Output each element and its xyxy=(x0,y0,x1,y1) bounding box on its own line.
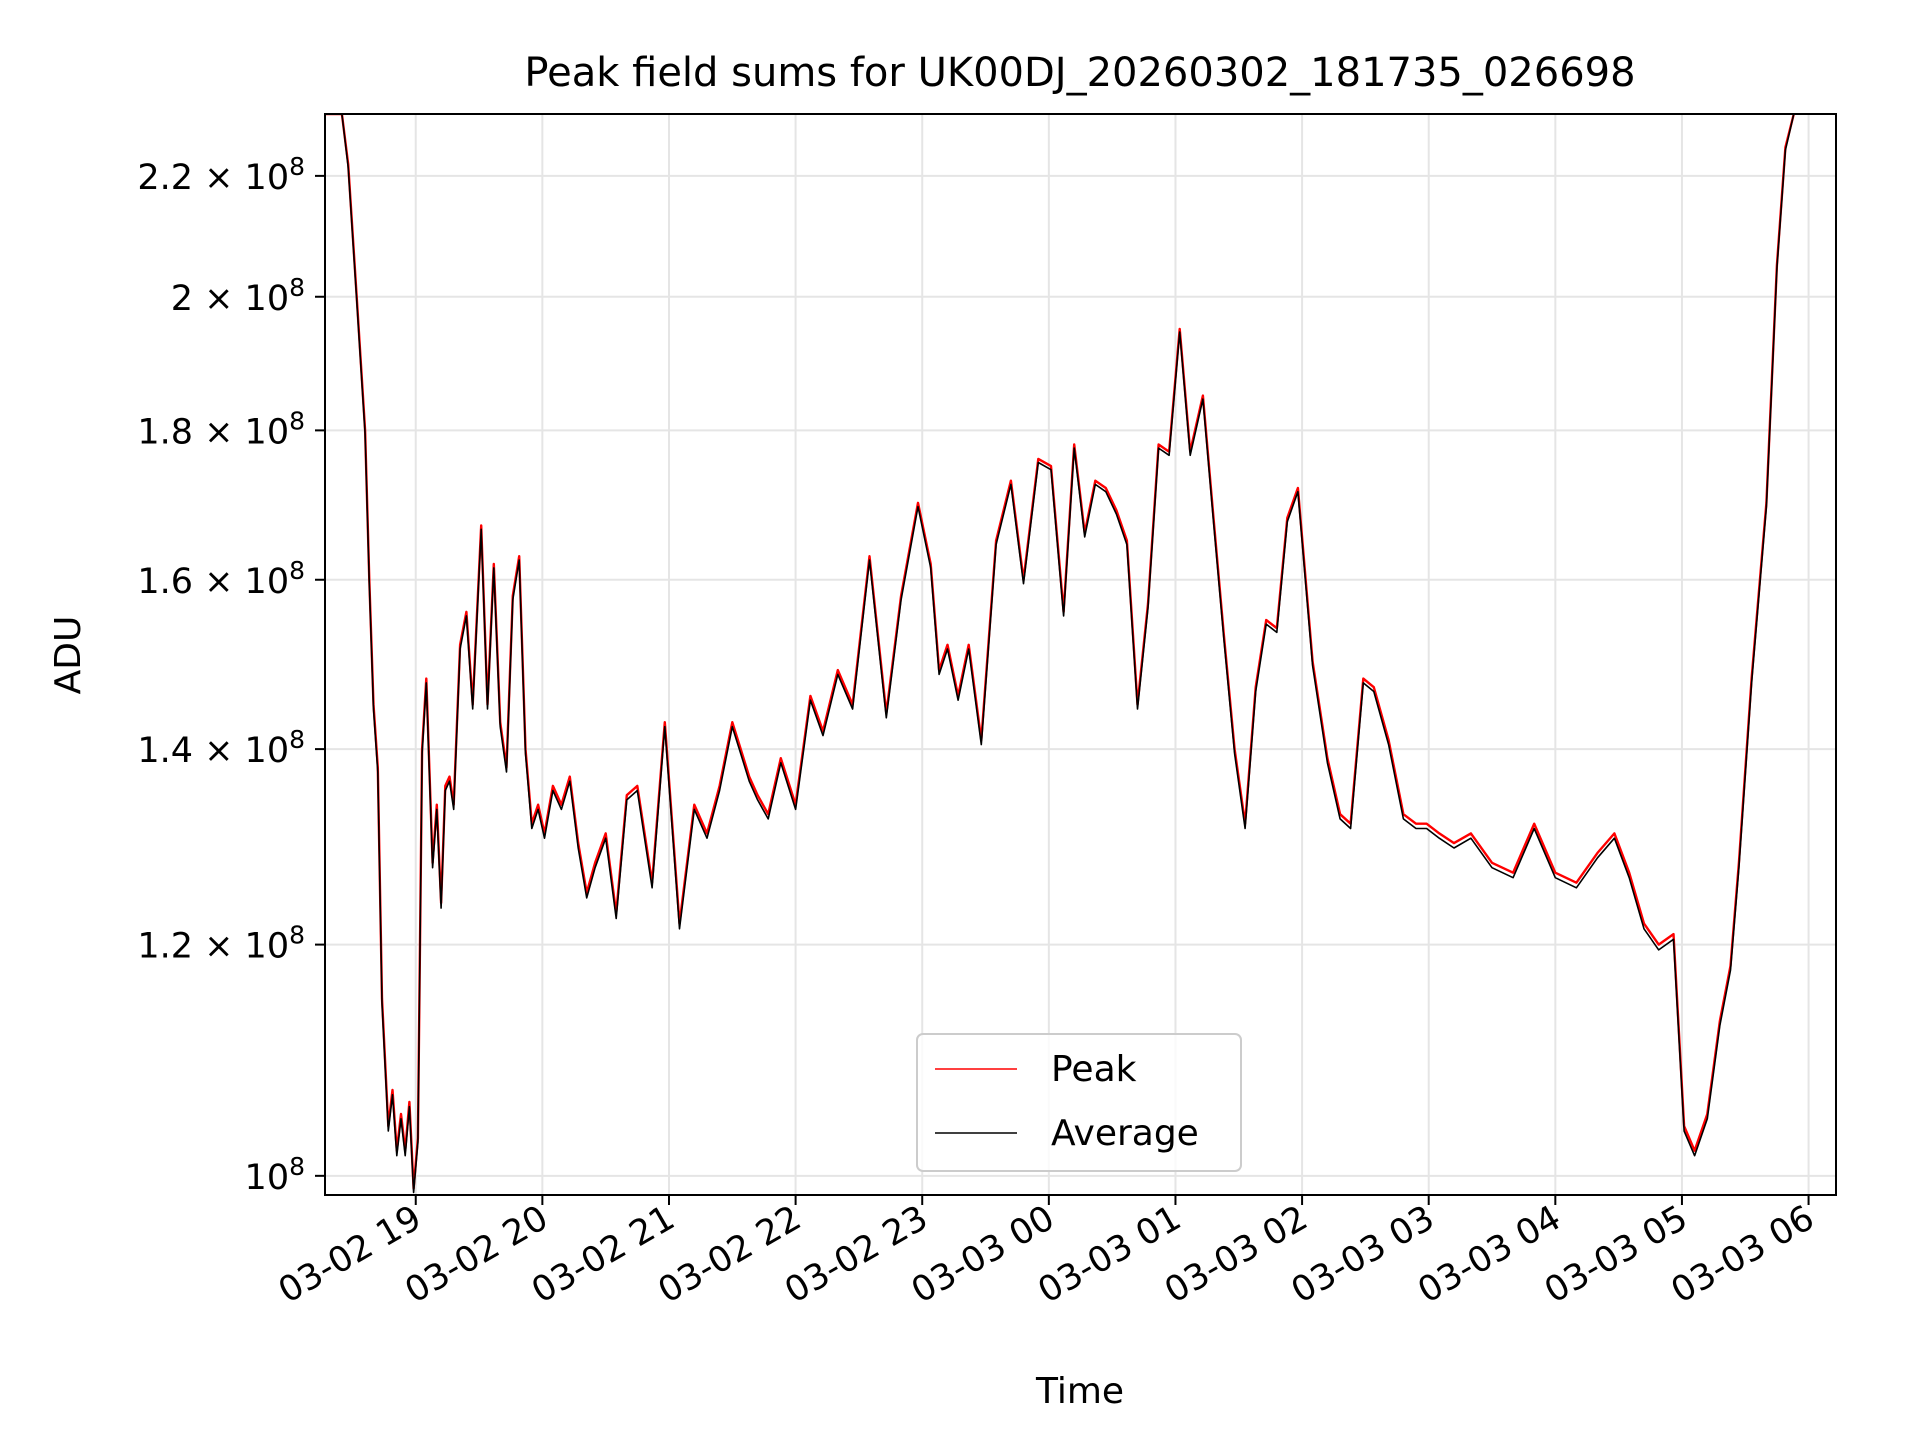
series-line-average xyxy=(325,114,1795,1194)
y-tick-label: 1.2 × 108 xyxy=(137,921,305,967)
grid-lines xyxy=(325,114,1836,1195)
y-axis-label: ADU xyxy=(48,616,89,695)
chart-title: Peak field sums for UK00DJ_20260302_1817… xyxy=(524,50,1635,96)
legend: Peak Average xyxy=(916,1033,1242,1172)
y-tick-label: 2.2 × 108 xyxy=(137,152,305,198)
y-tick-label: 2 × 108 xyxy=(171,273,305,319)
x-axis-label: Time xyxy=(1035,1371,1124,1412)
y-tick-label: 1.6 × 108 xyxy=(137,556,305,602)
legend-average-label: Average xyxy=(1051,1113,1199,1154)
plot-frame xyxy=(324,113,1837,1196)
y-tick-label: 1.8 × 108 xyxy=(137,406,305,452)
series-line-peak xyxy=(325,114,1795,1190)
y-tick-label: 1.4 × 108 xyxy=(137,725,305,771)
series-lines xyxy=(325,114,1795,1194)
legend-peak-label: Peak xyxy=(1051,1049,1137,1090)
